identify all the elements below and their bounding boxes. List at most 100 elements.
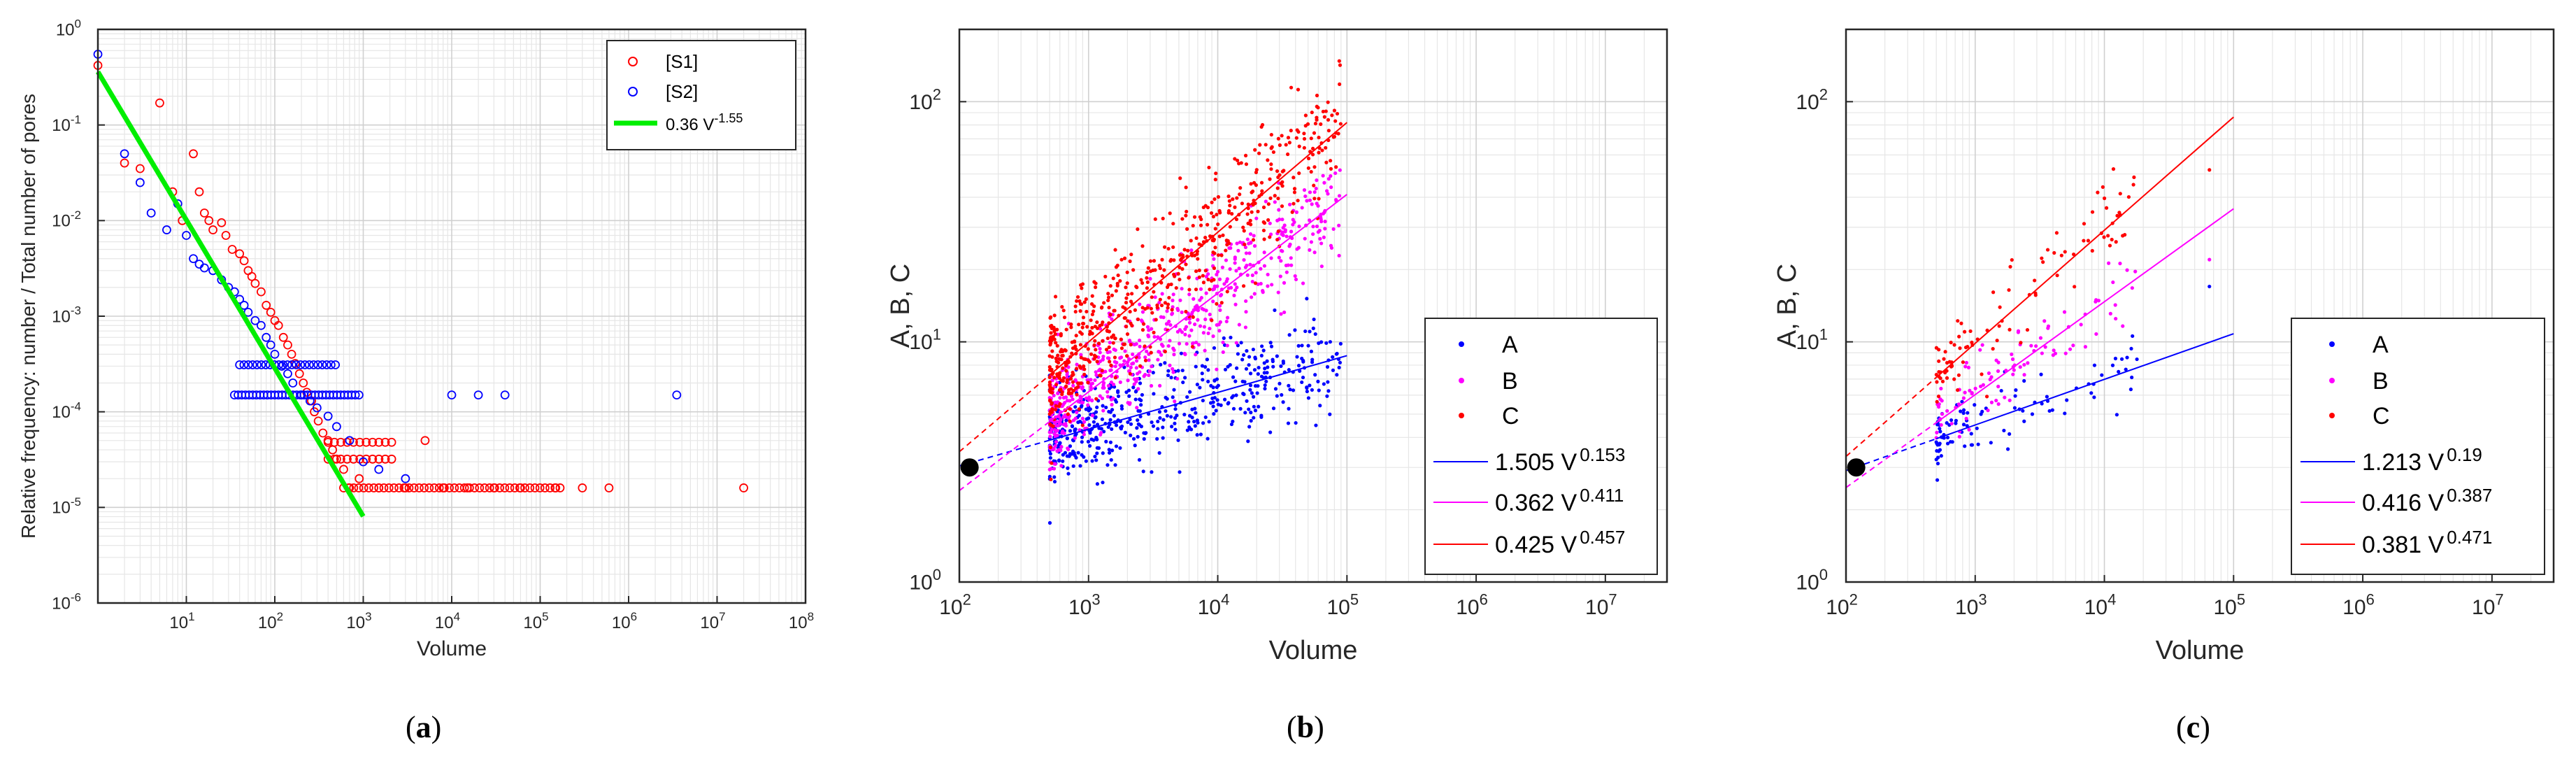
point-c	[1241, 284, 1246, 288]
point-c	[1260, 189, 1264, 193]
point-c	[1092, 343, 1096, 347]
point-b	[1321, 173, 1325, 178]
point-c	[1064, 369, 1068, 373]
point-b	[1187, 334, 1192, 338]
point-c	[1094, 397, 1099, 401]
point-b	[1233, 282, 1237, 286]
point-a	[1248, 388, 1252, 392]
point-b	[1329, 246, 1334, 250]
point-c	[1152, 290, 1156, 294]
point-b	[1964, 416, 1968, 420]
point-b	[1127, 369, 1132, 373]
y-tick-label: 10-1	[52, 113, 81, 135]
point-c	[1225, 290, 1229, 294]
point-c	[1150, 311, 1154, 315]
point-b	[1308, 198, 1312, 202]
point-b	[2118, 262, 2122, 266]
fit-lines-b	[959, 122, 1347, 492]
point-b	[1980, 343, 1984, 347]
point-s2	[313, 360, 323, 369]
point-c	[1261, 220, 1266, 225]
point-b	[1098, 327, 1103, 331]
point-c	[1280, 204, 1285, 208]
point-c	[1048, 343, 1052, 347]
point-a	[1175, 413, 1179, 418]
point-c	[1086, 381, 1090, 385]
point-c	[2010, 257, 2014, 262]
point-a	[1179, 351, 1184, 355]
point-a	[1110, 427, 1114, 432]
point-a	[1935, 441, 1939, 446]
point-b	[1171, 346, 1175, 350]
point-c	[1312, 131, 1317, 135]
point-s2	[345, 436, 355, 446]
point-a	[1249, 418, 1253, 423]
point-b	[1202, 325, 1207, 329]
point-b	[2208, 257, 2212, 262]
point-s1	[239, 256, 249, 266]
point-b	[1054, 420, 1059, 424]
y-axis-label-a: Relative frequency: number / Total numbe…	[17, 94, 39, 539]
point-a	[1173, 407, 1178, 411]
point-c	[1219, 301, 1224, 305]
point-c	[1333, 119, 1338, 123]
point-b	[1082, 420, 1087, 424]
point-a	[1159, 362, 1163, 367]
point-b	[1963, 390, 1967, 395]
caption-c: (c)	[2176, 710, 2210, 744]
point-b	[1061, 423, 1066, 427]
x-tick-label: 104	[2084, 591, 2117, 620]
point-s2	[354, 390, 364, 400]
point-c	[1078, 343, 1082, 347]
point-c	[1166, 246, 1171, 251]
point-b	[1147, 373, 1151, 378]
fit-extrapolation-c	[959, 374, 1050, 453]
point-c	[1297, 171, 1301, 176]
point-c	[1121, 305, 1125, 309]
point-b	[1080, 400, 1084, 405]
fit-line-a	[1049, 355, 1347, 441]
point-a	[1123, 430, 1127, 434]
point-c	[1125, 332, 1130, 336]
point-c	[1242, 229, 1246, 233]
point-c	[1077, 407, 1081, 411]
caption-a: (a)	[406, 710, 441, 744]
point-s1	[450, 483, 459, 492]
point-c	[1071, 388, 1076, 393]
point-c	[1047, 380, 1052, 384]
point-b	[1254, 216, 1259, 220]
point-s1	[266, 307, 276, 317]
point-c	[1124, 285, 1128, 290]
x-tick-label: 105	[523, 610, 548, 632]
point-b	[1098, 359, 1103, 364]
point-a	[2039, 372, 2043, 376]
point-a	[1066, 471, 1071, 476]
point-a	[1961, 411, 1966, 416]
point-a	[1313, 373, 1317, 377]
point-b	[1056, 391, 1060, 395]
point-c	[1197, 242, 1201, 246]
point-b	[2043, 345, 2047, 349]
point-c	[1330, 113, 1334, 118]
y-tick-label: 101	[909, 326, 941, 355]
point-s1	[262, 301, 271, 310]
point-c	[1210, 238, 1215, 243]
point-b	[1287, 244, 1291, 248]
point-b	[1066, 446, 1070, 451]
point-b	[1314, 186, 1318, 191]
point-c	[1256, 209, 1260, 213]
point-a	[2008, 432, 2012, 437]
point-b	[1939, 423, 1943, 427]
point-c	[1215, 213, 1219, 217]
point-a	[1338, 360, 1343, 364]
legend-label-s1: [S1]	[666, 51, 698, 72]
point-a	[1106, 425, 1110, 430]
point-c	[1271, 150, 1276, 155]
point-c	[1078, 309, 1082, 313]
fit-line-a	[1935, 333, 2234, 440]
point-b	[1099, 430, 1103, 435]
point-b	[1140, 310, 1145, 314]
point-b	[1118, 363, 1122, 367]
point-a	[1087, 409, 1091, 413]
point-s2	[189, 254, 198, 264]
